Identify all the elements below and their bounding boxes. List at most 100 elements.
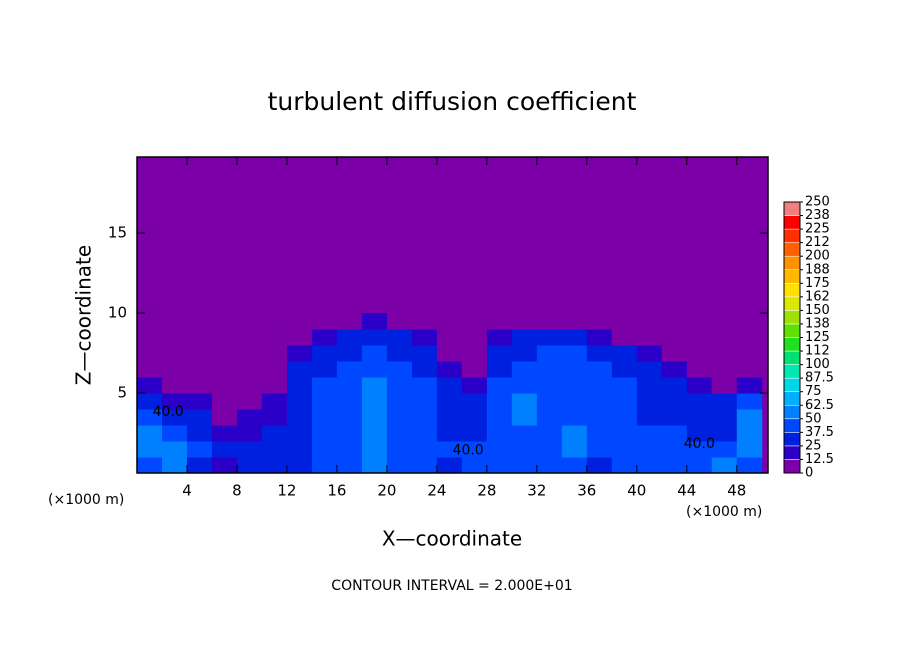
x-axis-label: X—coordinate	[382, 527, 522, 551]
heat-cell	[561, 329, 588, 346]
heat-cell	[711, 393, 738, 410]
heat-cell	[361, 361, 388, 378]
x-unit-right: (×1000 m)	[686, 504, 762, 520]
heat-cell	[386, 393, 413, 410]
heat-cell	[736, 393, 763, 410]
colorbar-swatch	[783, 201, 801, 216]
heat-cell	[411, 409, 438, 426]
heat-cell	[161, 425, 188, 442]
heat-cell	[411, 377, 438, 394]
heat-cell	[261, 329, 288, 346]
x-tick-label: 32	[527, 482, 546, 500]
heat-cell	[661, 409, 688, 426]
heat-cell	[211, 361, 238, 378]
heat-cell	[336, 345, 363, 362]
heat-cell	[711, 425, 738, 442]
colorbar-swatch	[783, 283, 801, 298]
heat-cell	[436, 345, 463, 362]
heat-cell	[611, 329, 638, 346]
heat-cell	[411, 329, 438, 346]
colorbar-label: 87.5	[805, 371, 834, 386]
heat-cell	[661, 313, 688, 330]
heat-cell	[686, 361, 713, 378]
heat-cell	[511, 377, 538, 394]
plot-frame	[136, 156, 769, 474]
heat-cell	[661, 393, 688, 410]
heat-cell	[486, 329, 513, 346]
heat-cell	[186, 441, 213, 458]
colorbar-label: 25	[805, 438, 822, 453]
heat-cell	[311, 345, 338, 362]
colorbar-label: 212	[805, 235, 830, 250]
heat-cell	[386, 457, 413, 474]
heat-cell	[436, 329, 463, 346]
x-tick-label: 44	[677, 482, 696, 500]
colorbar-swatch	[783, 296, 801, 311]
heat-cell	[711, 345, 738, 362]
heat-cell	[586, 377, 613, 394]
heat-cell	[186, 361, 213, 378]
heat-cell	[161, 329, 188, 346]
heat-cell	[386, 313, 413, 330]
colorbar-swatch	[783, 432, 801, 447]
heat-cell	[561, 457, 588, 474]
heat-cell	[161, 441, 188, 458]
heat-cell	[236, 393, 263, 410]
heat-cell	[236, 361, 263, 378]
heat-cell	[461, 345, 488, 362]
heat-cell	[411, 345, 438, 362]
heat-cell	[311, 329, 338, 346]
heat-cell	[711, 329, 738, 346]
heat-cell	[261, 345, 288, 362]
x-tick-label: 16	[327, 482, 346, 500]
heat-cell	[486, 361, 513, 378]
heat-cell	[536, 377, 563, 394]
heat-cell	[386, 377, 413, 394]
heat-cell	[586, 457, 613, 474]
heat-cell	[661, 361, 688, 378]
colorbar-swatch	[783, 255, 801, 271]
heat-cell	[561, 313, 588, 330]
heat-cell	[286, 409, 313, 426]
heat-cell	[511, 425, 538, 442]
colorbar-swatch	[783, 418, 801, 433]
colorbar-label: 75	[805, 384, 822, 399]
heat-cell	[461, 409, 488, 426]
heat-cell	[611, 377, 638, 394]
heat-cell	[586, 313, 613, 330]
heat-cell	[486, 377, 513, 394]
heat-cell	[311, 409, 338, 426]
heat-cell	[361, 409, 388, 426]
heat-cell	[236, 457, 263, 474]
colorbar-swatch	[783, 364, 801, 379]
heat-cell	[736, 457, 763, 474]
colorbar-label: 188	[805, 262, 830, 277]
heat-cell	[436, 409, 463, 426]
colorbar-swatch	[783, 242, 801, 257]
heat-cell	[311, 425, 338, 442]
x-tick-label: 24	[427, 482, 446, 500]
heat-cell	[536, 329, 563, 346]
x-tick-label: 48	[727, 482, 746, 500]
heat-cell	[561, 377, 588, 394]
heat-cell	[636, 441, 663, 458]
heat-cell	[161, 345, 188, 362]
heat-cell	[611, 393, 638, 410]
heat-cell	[661, 377, 688, 394]
heat-cell	[261, 425, 288, 442]
colorbar-label: 112	[805, 344, 830, 359]
heat-cell	[461, 377, 488, 394]
x-tick-label: 8	[232, 482, 242, 500]
heat-cell	[361, 313, 388, 330]
x-tick-label: 40	[627, 482, 646, 500]
heat-cell	[461, 361, 488, 378]
contour-label: 40.0	[153, 404, 184, 420]
heat-cell	[386, 361, 413, 378]
heat-cell	[211, 425, 238, 442]
colorbar-swatch	[783, 310, 801, 325]
colorbar-label: 238	[805, 208, 830, 223]
heat-cell	[311, 393, 338, 410]
heat-cell	[486, 409, 513, 426]
heat-cell	[286, 441, 313, 458]
heat-cell	[611, 441, 638, 458]
